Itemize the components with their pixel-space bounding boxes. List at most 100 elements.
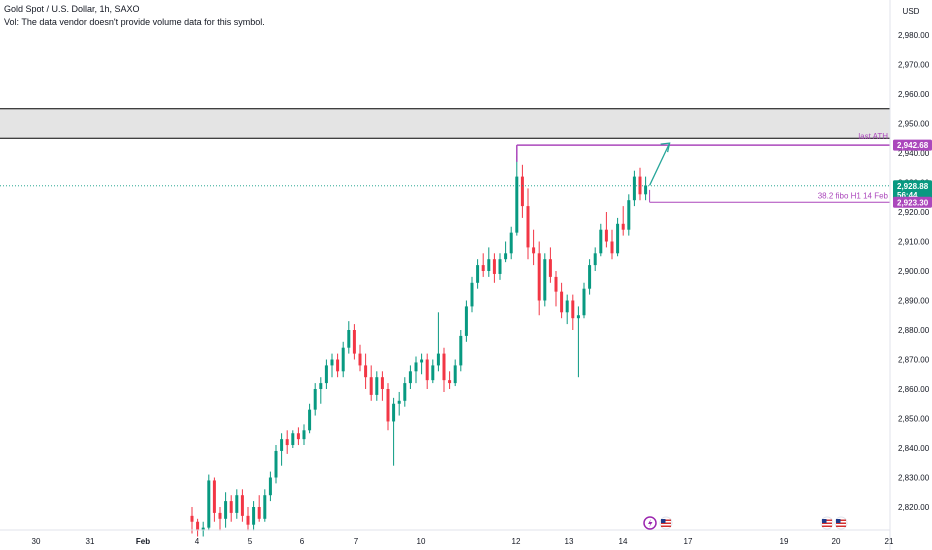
candle[interactable] — [308, 403, 312, 434]
candle[interactable] — [324, 359, 328, 390]
candle[interactable] — [616, 217, 620, 257]
candle[interactable] — [464, 300, 468, 342]
candle[interactable] — [560, 282, 564, 319]
candle[interactable] — [565, 294, 569, 325]
candle[interactable] — [268, 471, 272, 502]
candle[interactable] — [548, 247, 552, 283]
candle[interactable] — [291, 430, 295, 448]
candle[interactable] — [313, 383, 317, 416]
candle[interactable] — [492, 253, 496, 283]
candle[interactable] — [644, 176, 648, 201]
plot-area[interactable]: last ATH 38.2 fibo H1 14 Feb — [0, 108, 890, 537]
candle[interactable] — [604, 212, 608, 248]
candle[interactable] — [386, 383, 390, 431]
candle[interactable] — [526, 188, 530, 260]
candle[interactable] — [431, 359, 435, 384]
candle[interactable] — [627, 194, 631, 236]
candle[interactable] — [341, 341, 345, 378]
candle[interactable] — [532, 229, 536, 266]
candle[interactable] — [330, 353, 334, 378]
candle[interactable] — [515, 155, 519, 236]
candle[interactable] — [610, 229, 614, 260]
candle[interactable] — [638, 167, 642, 201]
currency-label[interactable]: USD — [903, 7, 920, 16]
candle[interactable] — [504, 241, 508, 263]
candle[interactable] — [537, 241, 541, 316]
candle[interactable] — [520, 164, 524, 218]
candle[interactable] — [240, 489, 244, 522]
time-axis[interactable]: 30 31 Feb 4 5 6 7 10 12 13 14 17 19 20 21 — [0, 529, 894, 546]
candle[interactable] — [369, 365, 373, 401]
candle[interactable] — [397, 391, 401, 416]
fibo-price-tag[interactable]: 2,923.30 — [893, 196, 932, 208]
candle[interactable] — [352, 324, 356, 360]
price-axis[interactable]: USD 2,820.00 2,830.00 2,840.00 2,850.00 2,86… — [889, 0, 932, 550]
us-economic-event-icon[interactable] — [820, 516, 834, 530]
candle[interactable] — [235, 489, 239, 519]
candle[interactable] — [448, 371, 452, 389]
candle[interactable] — [229, 495, 233, 522]
candle[interactable] — [571, 294, 575, 330]
us-economic-event-icon[interactable] — [834, 516, 848, 530]
candle[interactable] — [207, 474, 211, 531]
candle[interactable] — [392, 397, 396, 466]
us-economic-event-icon[interactable] — [659, 516, 673, 530]
candle[interactable] — [263, 489, 267, 522]
candle[interactable] — [436, 312, 440, 372]
candle[interactable] — [593, 247, 597, 271]
time-tick-label: 17 — [684, 537, 693, 546]
candle[interactable] — [621, 206, 625, 236]
candle[interactable] — [481, 253, 485, 277]
candle[interactable] — [632, 170, 636, 207]
candle[interactable] — [364, 353, 368, 389]
candle[interactable] — [375, 371, 379, 401]
candle[interactable] — [425, 353, 429, 389]
candle[interactable] — [252, 501, 256, 531]
candle[interactable] — [576, 306, 580, 378]
candle[interactable] — [554, 271, 558, 307]
candle[interactable] — [246, 507, 250, 531]
candle[interactable] — [509, 226, 513, 260]
candle[interactable] — [543, 253, 547, 307]
candle[interactable] — [302, 424, 306, 446]
candle[interactable] — [257, 495, 261, 522]
candle[interactable] — [380, 371, 384, 401]
candle[interactable] — [296, 427, 300, 446]
candle[interactable] — [487, 247, 491, 277]
candle[interactable] — [403, 377, 407, 407]
candle[interactable] — [224, 492, 228, 528]
projection-arrow[interactable] — [649, 142, 671, 186]
candle[interactable] — [476, 259, 480, 289]
candle[interactable] — [420, 353, 424, 375]
candle[interactable] — [442, 347, 446, 392]
candle[interactable] — [280, 433, 284, 466]
candle[interactable] — [498, 253, 502, 280]
candle[interactable] — [190, 507, 194, 534]
candle[interactable] — [358, 344, 362, 372]
candle[interactable] — [201, 521, 205, 537]
candle[interactable] — [408, 365, 412, 389]
candle[interactable] — [285, 430, 289, 454]
candle[interactable] — [582, 282, 586, 319]
candle[interactable] — [470, 276, 474, 313]
candle-body — [616, 223, 620, 254]
candle[interactable] — [599, 223, 603, 257]
candle[interactable] — [212, 477, 216, 522]
candle[interactable] — [336, 353, 340, 378]
candle[interactable] — [588, 259, 592, 295]
candle[interactable] — [218, 507, 222, 531]
last-ath-price-tag[interactable]: 2,942.68 — [893, 139, 932, 151]
dividend-flash-icon[interactable] — [643, 516, 657, 530]
candle[interactable] — [347, 321, 351, 354]
candle[interactable] — [459, 330, 463, 372]
candle[interactable] — [319, 377, 323, 404]
candle[interactable] — [196, 518, 200, 537]
candle[interactable] — [274, 445, 278, 484]
candle[interactable] — [414, 356, 418, 384]
resistance-zone[interactable] — [0, 108, 890, 139]
symbol-title[interactable]: Gold Spot / U.S. Dollar, 1h, SAXO — [4, 4, 140, 14]
candle[interactable] — [453, 359, 457, 387]
